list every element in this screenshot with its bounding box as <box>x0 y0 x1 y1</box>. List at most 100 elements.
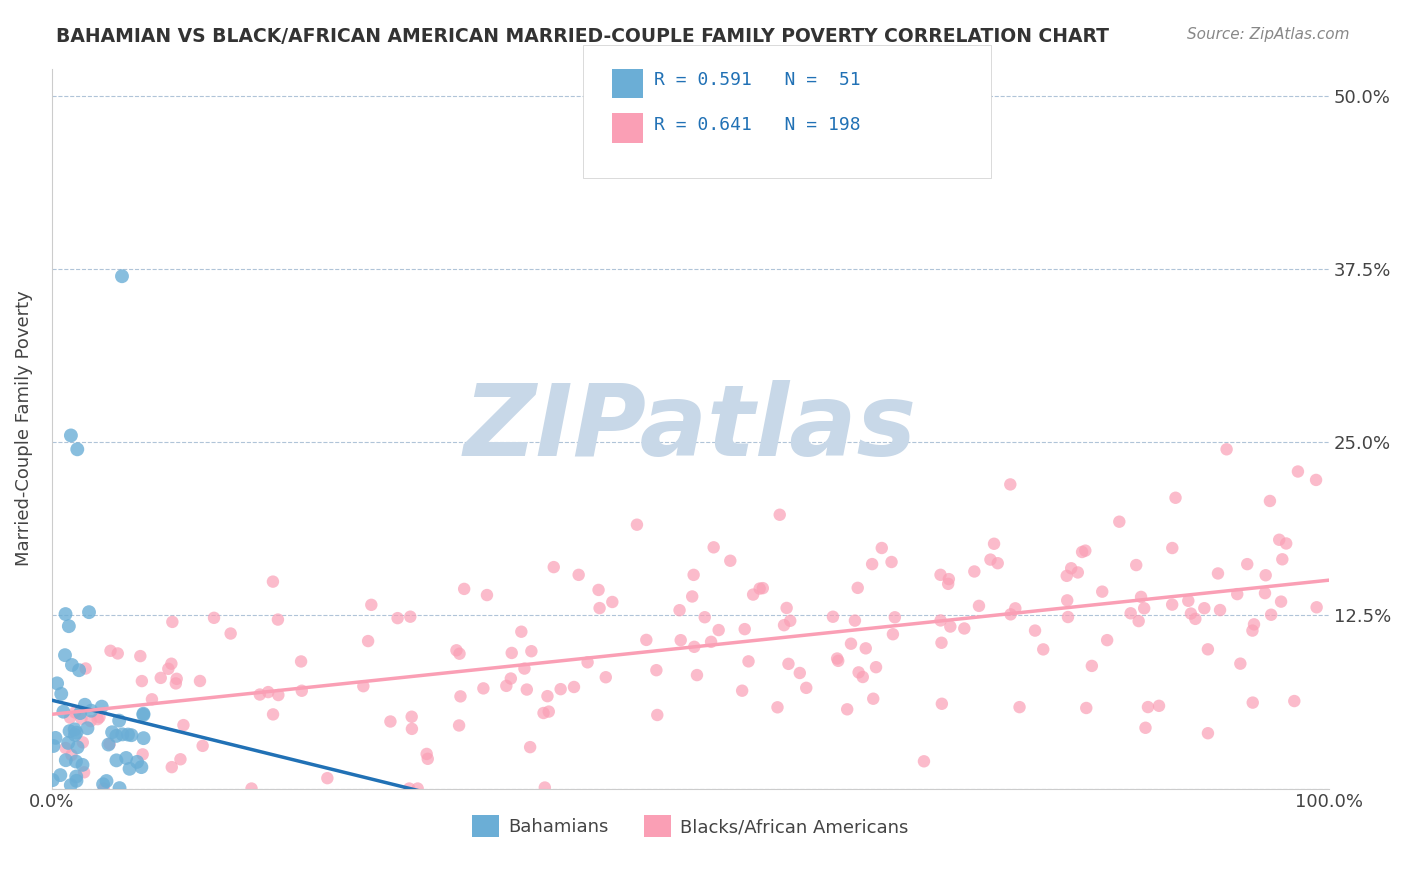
Blacks/African Americans <box>779 614 801 628</box>
Blacks/African Americans <box>352 679 374 693</box>
Bahamians <box>58 724 80 739</box>
Bahamians <box>108 781 131 796</box>
Blacks/African Americans <box>645 663 668 677</box>
Blacks/African Americans <box>734 622 756 636</box>
Bahamians <box>55 753 77 767</box>
Blacks/African Americans <box>742 588 765 602</box>
Bahamians <box>96 774 118 789</box>
Blacks/African Americans <box>1130 590 1153 604</box>
Blacks/African Americans <box>172 718 194 732</box>
Blacks/African Americans <box>773 618 796 632</box>
Blacks/African Americans <box>1243 617 1265 632</box>
Blacks/African Americans <box>848 665 870 680</box>
Blacks/African Americans <box>1004 601 1026 615</box>
Bahamians <box>44 731 66 745</box>
Blacks/African Americans <box>1095 633 1118 648</box>
Blacks/African Americans <box>401 722 423 736</box>
Blacks/African Americans <box>510 624 533 639</box>
Blacks/African Americans <box>1108 515 1130 529</box>
Bahamians <box>76 721 98 735</box>
Bahamians <box>52 705 75 719</box>
Blacks/African Americans <box>162 615 184 629</box>
Blacks/African Americans <box>1057 610 1080 624</box>
Blacks/African Americans <box>188 673 211 688</box>
Blacks/African Americans <box>707 623 730 637</box>
Blacks/African Americans <box>449 690 471 704</box>
Bahamians <box>91 777 114 791</box>
Blacks/African Americans <box>131 747 153 762</box>
Bahamians <box>115 751 138 765</box>
Bahamians <box>65 773 87 788</box>
Blacks/African Americans <box>398 781 420 796</box>
Blacks/African Americans <box>870 541 893 555</box>
Blacks/African Americans <box>59 711 82 725</box>
Blacks/African Americans <box>1091 584 1114 599</box>
Blacks/African Americans <box>778 657 800 671</box>
Blacks/African Americans <box>1180 607 1202 621</box>
Blacks/African Americans <box>63 706 86 720</box>
Blacks/African Americans <box>1008 700 1031 714</box>
Blacks/African Americans <box>827 654 849 668</box>
Text: R = 0.641   N = 198: R = 0.641 N = 198 <box>654 116 860 134</box>
Blacks/African Americans <box>769 508 792 522</box>
Bahamians <box>127 755 149 769</box>
Blacks/African Americans <box>1206 566 1229 581</box>
Bahamians <box>42 739 65 753</box>
Blacks/African Americans <box>1229 657 1251 671</box>
Blacks/African Americans <box>1164 491 1187 505</box>
Blacks/African Americans <box>499 672 522 686</box>
Bahamians <box>53 648 76 662</box>
Blacks/African Americans <box>1056 569 1078 583</box>
Blacks/African Americans <box>852 670 875 684</box>
Bahamians <box>59 778 82 792</box>
Blacks/African Americans <box>131 674 153 689</box>
Bahamians <box>111 727 134 741</box>
Blacks/African Americans <box>1133 601 1156 615</box>
Blacks/African Americans <box>533 706 555 720</box>
Blacks/African Americans <box>1215 442 1237 457</box>
Blacks/African Americans <box>1260 607 1282 622</box>
Blacks/African Americans <box>446 643 468 657</box>
Blacks/African Americans <box>1275 536 1298 550</box>
Bahamians <box>56 736 79 750</box>
Blacks/African Americans <box>100 644 122 658</box>
Blacks/African Americans <box>718 554 741 568</box>
Blacks/African Americans <box>1241 624 1264 638</box>
Blacks/African Americans <box>262 574 284 589</box>
Bahamians <box>80 704 103 718</box>
Bahamians <box>101 725 124 739</box>
Blacks/African Americans <box>1254 568 1277 582</box>
Blacks/African Americans <box>240 781 263 796</box>
Blacks/African Americans <box>929 614 952 628</box>
Blacks/African Americans <box>979 552 1001 566</box>
Blacks/African Americans <box>1284 694 1306 708</box>
Blacks/African Americans <box>568 567 591 582</box>
Blacks/African Americans <box>537 705 560 719</box>
Blacks/African Americans <box>55 741 77 756</box>
Blacks/African Americans <box>645 708 668 723</box>
Blacks/African Americans <box>703 541 725 555</box>
Blacks/African Americans <box>1071 545 1094 559</box>
Blacks/African Americans <box>513 662 536 676</box>
Blacks/African Americans <box>169 752 191 766</box>
Blacks/African Americans <box>1135 721 1157 735</box>
Blacks/African Americans <box>1305 600 1327 615</box>
Blacks/African Americans <box>475 588 498 602</box>
Blacks/African Americans <box>837 702 859 716</box>
Blacks/African Americans <box>1161 541 1184 555</box>
Blacks/African Americans <box>399 609 422 624</box>
Blacks/African Americans <box>1128 614 1150 628</box>
Blacks/African Americans <box>883 610 905 624</box>
Blacks/African Americans <box>1060 561 1083 575</box>
Blacks/African Americans <box>519 740 541 755</box>
Blacks/African Americans <box>202 611 225 625</box>
Blacks/African Americans <box>1258 494 1281 508</box>
Blacks/African Americans <box>844 614 866 628</box>
Blacks/African Americans <box>291 683 314 698</box>
Blacks/African Americans <box>1056 593 1078 607</box>
Blacks/African Americans <box>1024 624 1046 638</box>
Bahamians <box>66 740 89 755</box>
Blacks/African Americans <box>73 765 96 780</box>
Blacks/African Americans <box>636 632 658 647</box>
Blacks/African Americans <box>550 682 572 697</box>
